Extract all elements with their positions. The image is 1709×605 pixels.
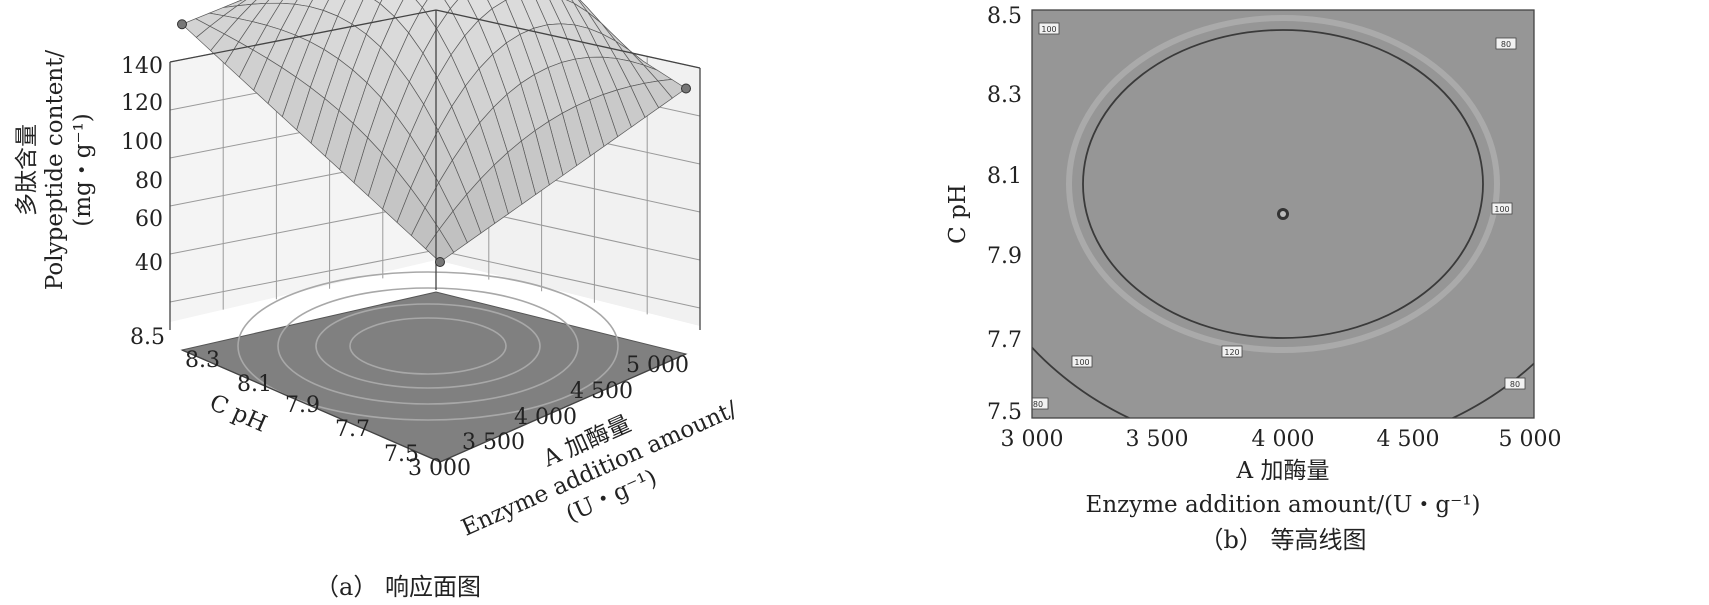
design-points (177, 19, 691, 267)
right-top-edge (435, 9, 701, 69)
floor-contour (277, 287, 579, 405)
y-axis-label-b: C pH (945, 184, 971, 244)
floor-contour (315, 303, 541, 389)
y-tick: 8.3 (185, 348, 220, 373)
z-tick: 60 (135, 207, 163, 232)
caption-b: （b） 等高线图 (1200, 526, 1367, 554)
caption-a: （a） 响应面图 (315, 573, 481, 601)
x-tick: 3 500 (1126, 427, 1189, 452)
floor-contour (237, 271, 619, 421)
y-tick-labels-b: 8.5 8.3 8.1 7.9 7.7 7.5 (987, 4, 1022, 425)
contour-value-label: 100 (1491, 202, 1513, 215)
z-label-en: Polypeptide content/ (42, 50, 68, 290)
x-tick: 4 500 (570, 379, 633, 404)
design-point (681, 83, 691, 94)
contour-120 (1082, 29, 1484, 339)
x-tick: 5 000 (626, 353, 689, 378)
z-tick-labels: 140 120 100 80 60 40 (121, 54, 163, 276)
surface-plot: 140 120 100 80 60 40 多肽含量 Polypeptide co… (14, 0, 741, 601)
z-tick: 140 (121, 54, 163, 79)
x-tick: 3 000 (1001, 427, 1064, 452)
contour-value-text: 80 (1501, 40, 1511, 49)
surface-cell (415, 0, 428, 9)
y-tick: 7.9 (285, 393, 320, 418)
contour-value-label: 100 (1071, 355, 1093, 368)
x-tick-labels-b: 3 000 3 500 4 000 4 500 5 000 (1001, 427, 1562, 452)
x-tick: 3 000 (408, 456, 471, 481)
x-tick: 4 000 (514, 405, 577, 430)
x-tick: 4 500 (1377, 427, 1440, 452)
contour-plot: 100 80 100 120 100 80 80 8.5 8.3 8.1 7.9 7.7 7… (945, 4, 1562, 554)
design-point (435, 257, 445, 267)
surface-cell (425, 228, 455, 263)
y-tick: 7.7 (987, 328, 1022, 353)
z-label-unit: (mg・g⁻¹) (70, 113, 96, 227)
z-tick: 100 (121, 130, 163, 155)
wall-gridline (169, 249, 437, 303)
x-label-cn-b: A 加酶量 (1236, 458, 1330, 484)
z-axis-label: 多肽含量 Polypeptide content/ (mg・g⁻¹) (14, 50, 96, 290)
floor-contours (237, 271, 619, 421)
contour-value-text: 100 (1074, 358, 1089, 367)
y-tick: 7.7 (335, 417, 370, 442)
front-left-edge (181, 349, 441, 463)
surface-cell (444, 0, 459, 10)
x-label-en-b: Enzyme addition amount/(U・g⁻¹) (1086, 492, 1481, 518)
y-tick: 7.9 (987, 244, 1022, 269)
contour-value-label: 80 (1504, 377, 1526, 390)
x-tick: 5 000 (1499, 427, 1562, 452)
contour-lines: 100 80 100 120 100 80 80 (1032, 15, 1534, 418)
x-tick: 3 500 (462, 430, 525, 455)
z-tick: 120 (121, 91, 163, 116)
response-surface (181, 0, 687, 263)
contour-halo (1066, 15, 1500, 353)
y-tick-labels: 8.5 8.3 8.1 7.9 7.7 7.5 (130, 325, 419, 467)
contour-value-text: 100 (1494, 205, 1509, 214)
y-tick: 8.5 (987, 4, 1022, 29)
contour-value-text: 100 (1041, 25, 1056, 34)
z-label-cn: 多肽含量 (14, 124, 40, 216)
y-tick: 7.5 (987, 400, 1022, 425)
plot-border (1031, 9, 1535, 419)
center-point-inner (1280, 211, 1286, 217)
x-tick: 4 000 (1252, 427, 1315, 452)
x-tick-labels: 3 000 3 500 4 000 4 500 5 000 (408, 353, 689, 481)
y-tick: 7.5 (384, 442, 419, 467)
contour-value-label: 120 (1221, 345, 1243, 358)
z-tick: 80 (135, 169, 163, 194)
contour-value-text: 80 (1510, 380, 1520, 389)
floor-contour (349, 317, 507, 375)
contour-value-label: 100 (1038, 22, 1060, 35)
y-tick: 8.3 (987, 83, 1022, 108)
y-tick: 8.1 (237, 372, 272, 397)
y-tick: 8.1 (987, 164, 1022, 189)
y-tick: 8.5 (130, 325, 165, 350)
contour-value-text: 120 (1224, 348, 1239, 357)
left-top-edge (169, 9, 437, 63)
contour-value-text: 80 (1033, 400, 1043, 409)
wall-gridline (435, 249, 701, 309)
contour-value-label: 80 (1032, 397, 1049, 410)
contour-value-label: 80 (1495, 37, 1517, 50)
design-point (177, 19, 187, 30)
z-tick: 40 (135, 251, 163, 276)
front-right-edge (439, 353, 687, 463)
